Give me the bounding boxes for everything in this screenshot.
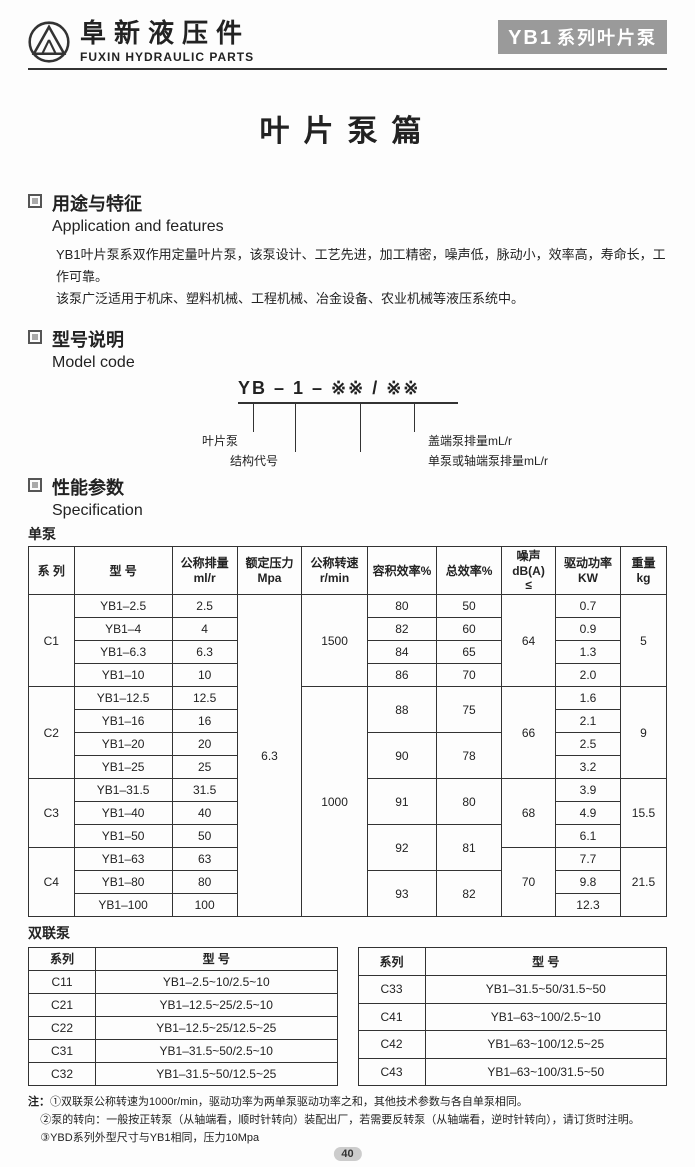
page: 阜新液压件 FUXIN HYDRAULIC PARTS YB1系列叶片泵 叶片泵… (0, 0, 695, 1167)
cell-model: YB1–2.5 (74, 595, 172, 618)
app-title-en: Application and features (52, 218, 224, 236)
table-row: C11YB1–2.5~10/2.5~10 (29, 971, 338, 994)
th-series: 系列 (29, 948, 96, 971)
page-number: 40 (333, 1147, 361, 1161)
th-weight: 重量 kg (620, 547, 666, 595)
table-row: C21YB1–12.5~25/2.5~10 (29, 994, 338, 1017)
table-row: C41YB1–63~100/2.5~10 (358, 1003, 667, 1031)
section-application-head: 用途与特征 Application and features (28, 190, 667, 236)
th-disp: 公称排量 ml/r (172, 547, 237, 595)
dual-pump-table-left: 系列 型 号 C11YB1–2.5~10/2.5~10 C21YB1–12.5~… (28, 947, 338, 1086)
model-title-cn: 型号说明 (52, 326, 135, 352)
model-diagram: YB – 1 – ※※ / ※※ 叶片泵 结构代号 盖端泵排量mL/r 单泵或轴… (28, 378, 667, 468)
dual-pump-tables: 系列 型 号 C11YB1–2.5~10/2.5~10 C21YB1–12.5~… (28, 947, 667, 1086)
note-3: ③YBD系列外型尺寸与YB1相同，压力10Mpa (40, 1132, 259, 1144)
app-title-cn: 用途与特征 (52, 190, 224, 216)
cell-disp: 2.5 (172, 595, 237, 618)
table-row: C42YB1–63~100/12.5~25 (358, 1031, 667, 1059)
note-1: ①双联泵公称转速为1000r/min，驱动功率为两单泵驱动功率之和，其他技术参数… (50, 1096, 528, 1108)
table-row: C2 YB1–12.5 12.5 1000 88 75 66 1.6 9 (29, 687, 667, 710)
table-row: C22YB1–12.5~25/12.5~25 (29, 1017, 338, 1040)
spec-title-en: Specification (52, 502, 143, 520)
th-power: 驱动功率 KW (556, 547, 621, 595)
table-row: C31YB1–31.5~50/2.5~10 (29, 1040, 338, 1063)
th-toteff: 总效率% (437, 547, 502, 595)
model-leg-3: 盖端泵排量mL/r (428, 430, 628, 449)
bullet-icon (28, 478, 42, 492)
notes-label: 注： (28, 1096, 50, 1108)
main-title: 叶片泵篇 (28, 106, 667, 150)
cell-press: 6.3 (237, 595, 302, 917)
series-tag: YB1系列叶片泵 (498, 20, 667, 54)
brand-logo-icon (28, 21, 70, 63)
cell-speed: 1500 (302, 595, 367, 687)
th-model: 型 号 (425, 948, 667, 976)
section-spec-head: 性能参数 Specification (28, 474, 667, 520)
notes: 注：①双联泵公称转速为1000r/min，驱动功率为两单泵驱动功率之和，其他技术… (28, 1094, 667, 1147)
model-leg-1: 叶片泵 (148, 430, 238, 449)
th-voleff: 容积效率% (367, 547, 437, 595)
cell-noise: 64 (501, 595, 555, 687)
bullet-icon (28, 194, 42, 208)
th-model: 型 号 (96, 948, 338, 971)
app-body: YB1叶片泵系双作用定量叶片泵，该泵设计、工艺先进，加工精密，噪声低，脉动小，效… (56, 244, 667, 310)
spec-title-cn: 性能参数 (52, 474, 143, 500)
table-row: C32YB1–31.5~50/12.5~25 (29, 1063, 338, 1086)
model-leg-4: 单泵或轴端泵排量mL/r (428, 450, 628, 469)
table-header-row: 系 列 型 号 公称排量 ml/r 额定压力 Mpa 公称转速 r/min 容积… (29, 547, 667, 595)
th-series: 系 列 (29, 547, 75, 595)
table-row: C1 YB1–2.5 2.5 6.3 1500 80 50 64 0.7 5 (29, 595, 667, 618)
cell-voleff: 80 (367, 595, 437, 618)
th-series: 系列 (358, 948, 425, 976)
series-code: YB1 (508, 27, 553, 49)
dual-pump-label: 双联泵 (28, 923, 667, 943)
table-header-row: 系列 型 号 (29, 948, 338, 971)
th-press: 额定压力 Mpa (237, 547, 302, 595)
th-model: 型 号 (74, 547, 172, 595)
header: 阜新液压件 FUXIN HYDRAULIC PARTS YB1系列叶片泵 (28, 20, 667, 70)
app-p2: 该泵广泛适用于机床、塑料机械、工程机械、冶金设备、农业机械等液压系统中。 (56, 291, 524, 306)
series-suffix: 系列叶片泵 (557, 28, 657, 48)
model-code-line: YB – 1 – ※※ / ※※ (238, 378, 420, 399)
table-row: C33YB1–31.5~50/31.5~50 (358, 976, 667, 1004)
model-underline (238, 402, 458, 404)
brand-name-cn: 阜新液压件 (80, 20, 254, 46)
model-leg-2: 结构代号 (148, 450, 278, 469)
bullet-icon (28, 330, 42, 344)
cell-weight: 5 (620, 595, 666, 687)
dual-pump-table-right: 系列 型 号 C33YB1–31.5~50/31.5~50 C41YB1–63~… (358, 947, 668, 1086)
cell-power: 0.7 (556, 595, 621, 618)
app-p1: YB1叶片泵系双作用定量叶片泵，该泵设计、工艺先进，加工精密，噪声低，脉动小，效… (56, 247, 666, 284)
cell-series: C1 (29, 595, 75, 687)
single-pump-table: 系 列 型 号 公称排量 ml/r 额定压力 Mpa 公称转速 r/min 容积… (28, 546, 667, 917)
th-speed: 公称转速 r/min (302, 547, 367, 595)
note-2: ②泵的转向：一般按正转泵（从轴端看，顺时针转向）装配出厂，若需要反转泵（从轴端看… (40, 1114, 640, 1126)
model-title-en: Model code (52, 354, 135, 372)
table-header-row: 系列 型 号 (358, 948, 667, 976)
th-noise: 噪声 dB(A) ≤ (501, 547, 555, 595)
brand-text: 阜新液压件 FUXIN HYDRAULIC PARTS (80, 20, 254, 64)
brand-block: 阜新液压件 FUXIN HYDRAULIC PARTS (28, 20, 254, 64)
cell-toteff: 50 (437, 595, 502, 618)
section-model-head: 型号说明 Model code (28, 326, 667, 372)
table-row: C43YB1–63~100/31.5~50 (358, 1058, 667, 1086)
brand-name-en: FUXIN HYDRAULIC PARTS (80, 50, 254, 64)
single-pump-label: 单泵 (28, 524, 667, 544)
